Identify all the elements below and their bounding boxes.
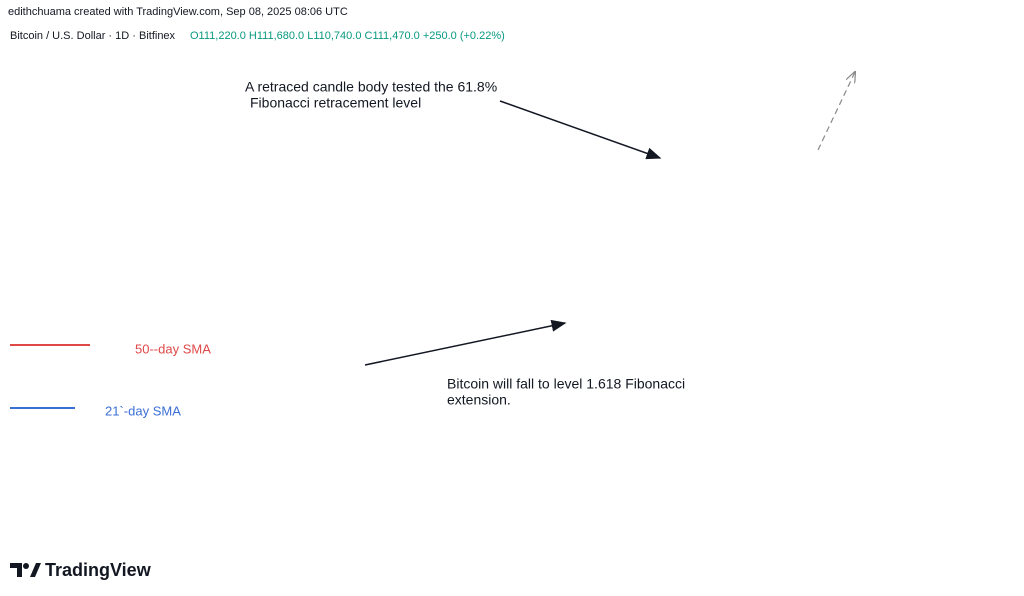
credit: edithchuama created with TradingView.com… [8, 6, 348, 18]
ohlc: O111,220.0 H111,680.0 L110,740.0 C111,47… [190, 30, 505, 42]
annotation: Bitcoin will fall to level 1.618 Fibonac… [447, 376, 685, 392]
dashed-arrow [817, 72, 855, 151]
annotation: A retraced candle body tested the 61.8% [245, 79, 497, 95]
annotation: Fibonacci retracement level [250, 95, 421, 111]
annotation: 21`-day SMA [105, 403, 181, 418]
arrow [364, 319, 567, 366]
annotation: 50--day SMA [135, 341, 211, 356]
logo-text: TradingView [45, 560, 152, 580]
annotation: extension. [447, 392, 511, 408]
arrow [499, 100, 662, 160]
logo: TradingView [10, 560, 152, 580]
symbol: Bitcoin / U.S. Dollar · 1D · Bitfinex [10, 30, 176, 42]
